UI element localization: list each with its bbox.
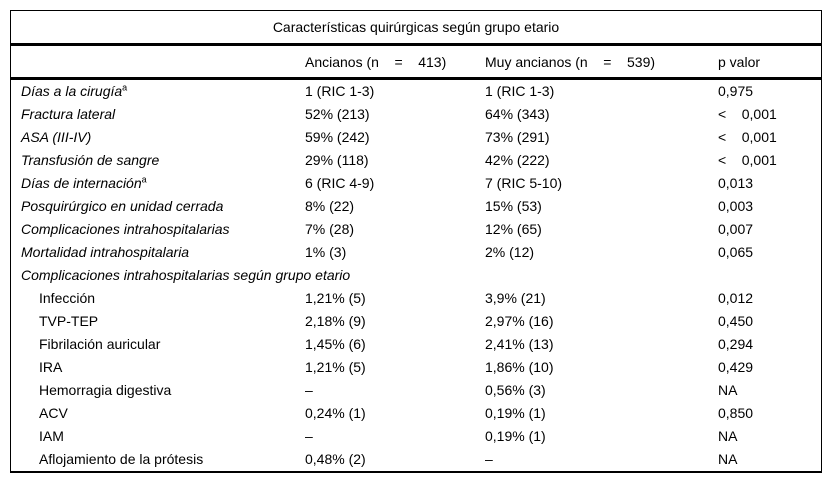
row-label-text: Días de internación — [21, 175, 142, 191]
table-body: Días a la cirugíaa 1 (RIC 1-3) 1 (RIC 1-… — [11, 80, 821, 471]
ancianos-value: 6 (RIC 4-9) — [305, 175, 375, 191]
section-header: Complicaciones intrahospitalarias según … — [21, 267, 351, 283]
table-row: Infección 1,21% (5) 3,9% (21) 0,012 — [11, 287, 821, 310]
ancianos-value: – — [305, 382, 313, 398]
p-value: 0,850 — [718, 405, 754, 421]
muy-ancianos-value: – — [485, 451, 493, 467]
row-label-text: Días a la cirugía — [21, 83, 123, 99]
p-value: 0,065 — [718, 244, 754, 260]
ancianos-value: – — [305, 428, 313, 444]
row-label: Hemorragia digestiva — [39, 382, 172, 398]
p-value: 0,012 — [718, 290, 754, 306]
table-title: Características quirúrgicas según grupo … — [11, 11, 821, 46]
p-value: 0,975 — [718, 83, 754, 99]
table-row: Transfusión de sangre 29% (118) 42% (222… — [11, 149, 821, 172]
ancianos-value: 1,21% (5) — [305, 290, 366, 306]
table-row: TVP-TEP 2,18% (9) 2,97% (16) 0,450 — [11, 310, 821, 333]
row-label: Mortalidad intrahospitalaria — [21, 244, 190, 260]
table-row: ASA (III-IV) 59% (242) 73% (291) < 0,001 — [11, 126, 821, 149]
surgical-characteristics-table: Características quirúrgicas según grupo … — [10, 10, 822, 473]
muy-ancianos-value: 0,19% (1) — [485, 405, 546, 421]
ancianos-value: 1,45% (6) — [305, 336, 366, 352]
muy-ancianos-value: 0,19% (1) — [485, 428, 546, 444]
row-label: Infección — [39, 290, 96, 306]
row-label: Posquirúrgico en unidad cerrada — [21, 198, 224, 214]
muy-ancianos-value: 0,56% (3) — [485, 382, 546, 398]
row-label: Fibrilación auricular — [39, 336, 161, 352]
footnote-marker: a — [122, 82, 128, 93]
ancianos-value: 1,21% (5) — [305, 359, 366, 375]
p-value: 0,013 — [718, 175, 754, 191]
muy-ancianos-value: 2,97% (16) — [485, 313, 554, 329]
p-value: < 0,001 — [718, 106, 777, 122]
table-row: Hemorragia digestiva – 0,56% (3) NA — [11, 379, 821, 402]
table-row: Fibrilación auricular 1,45% (6) 2,41% (1… — [11, 333, 821, 356]
table-row: Fractura lateral 52% (213) 64% (343) < 0… — [11, 103, 821, 126]
header-p-valor: p valor — [718, 53, 761, 70]
row-label: Aflojamiento de la prótesis — [39, 451, 204, 467]
row-label: TVP-TEP — [39, 313, 99, 329]
muy-ancianos-value: 64% (343) — [485, 106, 550, 122]
ancianos-value: 29% (118) — [305, 152, 369, 168]
ancianos-value: 8% (22) — [305, 198, 355, 214]
muy-ancianos-value: 7 (RIC 5-10) — [485, 175, 563, 191]
table-row: ACV 0,24% (1) 0,19% (1) 0,850 — [11, 402, 821, 425]
ancianos-value: 52% (213) — [305, 106, 370, 122]
ancianos-value: 0,48% (2) — [305, 451, 366, 467]
muy-ancianos-value: 2% (12) — [485, 244, 535, 260]
table-row: Posquirúrgico en unidad cerrada 8% (22) … — [11, 195, 821, 218]
table-row: IAM – 0,19% (1) NA — [11, 425, 821, 448]
ancianos-value: 1 (RIC 1-3) — [305, 83, 375, 99]
row-label: Transfusión de sangre — [21, 152, 160, 168]
footnote-marker: a — [141, 174, 147, 185]
table-row: Días a la cirugíaa 1 (RIC 1-3) 1 (RIC 1-… — [11, 80, 821, 103]
table-row: Aflojamiento de la prótesis 0,48% (2) – … — [11, 448, 821, 471]
p-value: 0,003 — [718, 198, 754, 214]
p-value: 0,450 — [718, 313, 754, 329]
p-value: 0,007 — [718, 221, 754, 237]
row-label: ASA (III-IV) — [21, 129, 92, 145]
row-label: Fractura lateral — [21, 106, 116, 122]
p-value: < 0,001 — [718, 152, 777, 168]
p-value: 0,294 — [718, 336, 754, 352]
table-row: IRA 1,21% (5) 1,86% (10) 0,429 — [11, 356, 821, 379]
p-value: NA — [718, 428, 738, 444]
ancianos-value: 1% (3) — [305, 244, 347, 260]
p-value: 0,429 — [718, 359, 754, 375]
row-label: Días a la cirugíaa — [11, 80, 305, 103]
p-value: NA — [718, 382, 738, 398]
p-value: NA — [718, 451, 738, 467]
table-header-row: Ancianos (n = 413) Muy ancianos (n = 539… — [11, 46, 821, 80]
ancianos-value: 0,24% (1) — [305, 405, 366, 421]
muy-ancianos-value: 73% (291) — [485, 129, 550, 145]
ancianos-value: 2,18% (9) — [305, 313, 366, 329]
table-row: Días de internacióna 6 (RIC 4-9) 7 (RIC … — [11, 172, 821, 195]
table-row: Complicaciones intrahospitalarias 7% (28… — [11, 218, 821, 241]
muy-ancianos-value: 1,86% (10) — [485, 359, 554, 375]
muy-ancianos-value: 12% (65) — [485, 221, 542, 237]
ancianos-value: 59% (242) — [305, 129, 370, 145]
muy-ancianos-value: 1 (RIC 1-3) — [485, 83, 555, 99]
table-row: Mortalidad intrahospitalaria 1% (3) 2% (… — [11, 241, 821, 264]
header-muy-ancianos: Muy ancianos (n = 539) — [485, 53, 656, 70]
muy-ancianos-value: 3,9% (21) — [485, 290, 546, 306]
muy-ancianos-value: 2,41% (13) — [485, 336, 554, 352]
muy-ancianos-value: 15% (53) — [485, 198, 542, 214]
row-label: Complicaciones intrahospitalarias — [21, 221, 230, 237]
ancianos-value: 7% (28) — [305, 221, 355, 237]
p-value: < 0,001 — [718, 129, 777, 145]
row-label: IRA — [39, 359, 63, 375]
row-label: Días de internacióna — [11, 172, 305, 195]
header-ancianos: Ancianos (n = 413) — [305, 53, 447, 70]
row-label: ACV — [39, 405, 68, 421]
muy-ancianos-value: 42% (222) — [485, 152, 550, 168]
row-label: IAM — [39, 428, 64, 444]
